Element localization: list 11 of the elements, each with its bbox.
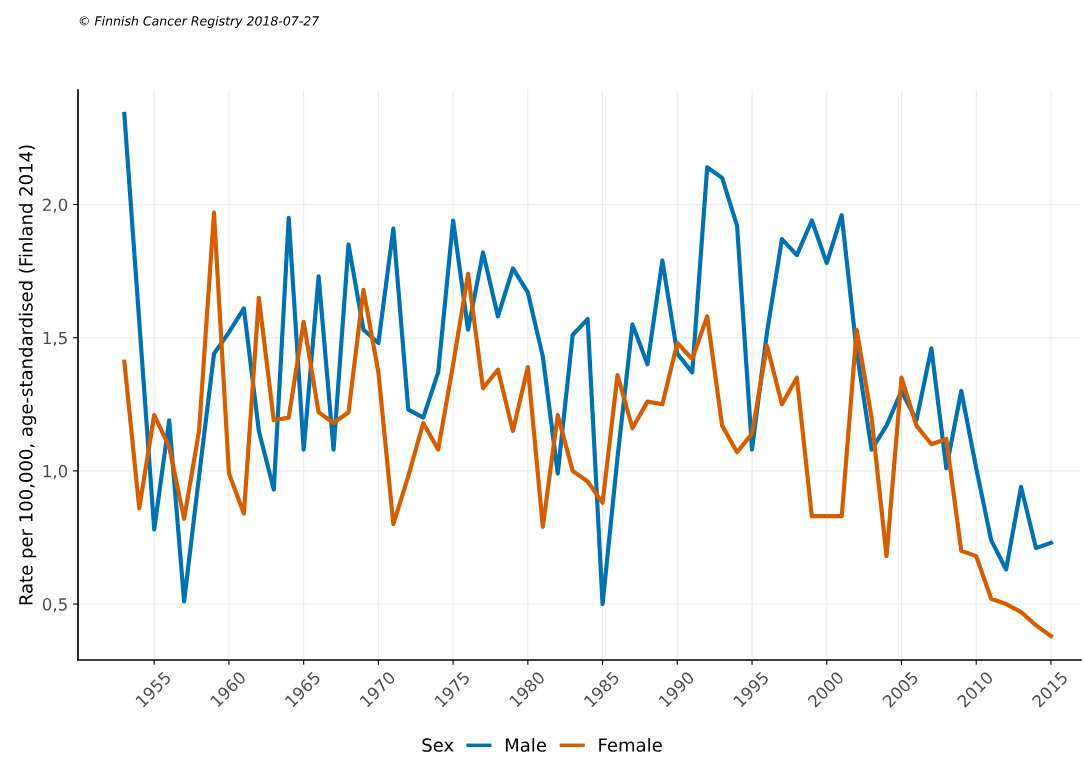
legend-label: Female (599, 737, 662, 752)
line-series (122, 111, 1054, 607)
y-axis-title: Rate per 100,000, age-standardised (Finland 2014) (18, 145, 37, 605)
y-tick-label: 2,0 (42, 198, 68, 213)
y-tick-label: 1,5 (43, 331, 67, 346)
text: © Finnish Cancer Registry 2018-07-27 (79, 15, 320, 29)
y-tick-label: 0,5 (42, 598, 67, 613)
legend-label: Male (505, 737, 546, 752)
line-series (122, 210, 1054, 639)
legend-title: Sex (422, 738, 454, 752)
y-tick-label: 1,0 (43, 464, 68, 480)
